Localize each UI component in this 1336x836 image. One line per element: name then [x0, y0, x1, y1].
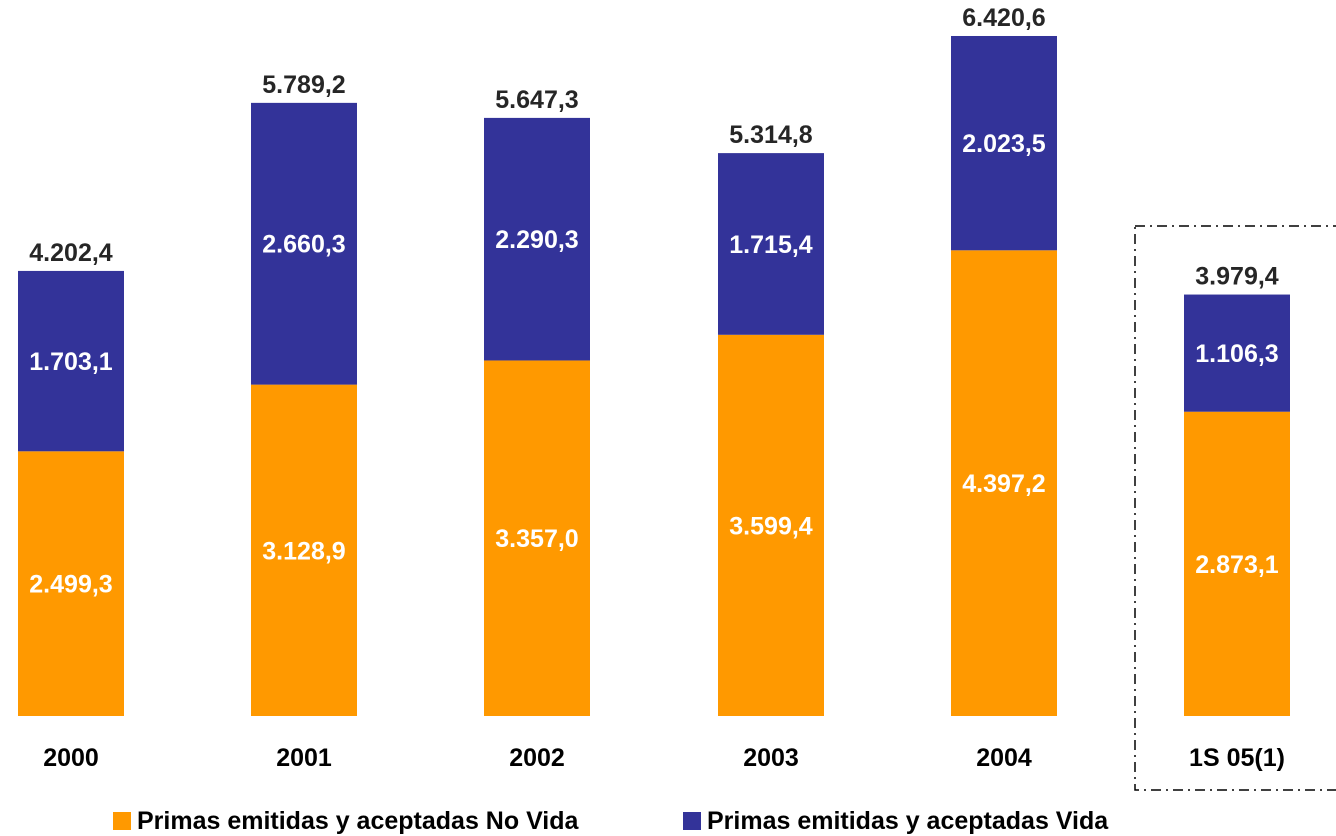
bar-2001-no-vida — [251, 384, 357, 716]
legend: Primas emitidas y aceptadas No Vida Prima… — [113, 807, 1109, 835]
legend-swatch-no-vida — [113, 812, 131, 830]
total-label-2000: 4.202,4 — [29, 239, 113, 267]
category-label-2001: 2001 — [276, 744, 332, 772]
segment-label-2000-no-vida: 2.499,3 — [29, 571, 112, 599]
category-label-2002: 2002 — [509, 744, 565, 772]
total-label-2003: 5.314,8 — [729, 121, 813, 149]
total-label-1s-05-1: 3.979,4 — [1195, 263, 1279, 291]
segment-label-2003-no-vida: 3.599,4 — [729, 512, 813, 540]
labels-layer: 2.499,3 1.703,1 4.202,4 2000 3.128,9 2.660,3 5… — [29, 4, 1285, 772]
segment-label-2004-no-vida: 4.397,2 — [962, 470, 1045, 498]
total-label-2001: 5.789,2 — [262, 71, 345, 99]
segment-label-2002-vida: 2.290,3 — [495, 226, 578, 254]
category-label-2000: 2000 — [43, 744, 99, 772]
total-label-2002: 5.647,3 — [495, 86, 578, 114]
bar-2000-vida — [18, 270, 124, 452]
legend-swatch-vida — [683, 812, 701, 830]
segment-label-2001-no-vida: 3.128,9 — [262, 537, 345, 565]
legend-label-no-vida: Primas emitidas y aceptadas No Vida — [137, 807, 580, 835]
category-label-2004: 2004 — [976, 744, 1032, 772]
bars-layer — [18, 35, 1336, 791]
bar-2002-vida — [484, 117, 590, 361]
bar-2001-vida — [251, 102, 357, 385]
highlight-box — [1134, 225, 1336, 791]
segment-label-2004-vida: 2.023,5 — [962, 130, 1046, 158]
segment-label-2003-vida: 1.715,4 — [729, 231, 813, 259]
segment-label-2002-no-vida: 3.357,0 — [495, 525, 578, 553]
bar-2002-no-vida — [484, 360, 590, 716]
bar-2000-no-vida — [18, 451, 124, 716]
segment-label-2001-vida: 2.660,3 — [262, 231, 345, 259]
segment-label-1s-05-1-no-vida: 2.873,1 — [1195, 551, 1279, 579]
bar-2004-no-vida — [951, 250, 1057, 716]
bar-2003-vida — [718, 153, 824, 335]
category-label-2003: 2003 — [743, 744, 799, 772]
segment-label-1s-05-1-vida: 1.106,3 — [1195, 340, 1278, 368]
bar-1s-05-1-vida — [1184, 294, 1290, 412]
category-label-1s-05-1: 1S 05(1) — [1189, 744, 1285, 772]
legend-label-vida: Primas emitidas y aceptadas Vida — [707, 807, 1109, 835]
bar-2003-no-vida — [718, 334, 824, 716]
bar-1s-05-1-no-vida — [1184, 411, 1290, 716]
total-label-2004: 6.420,6 — [962, 4, 1045, 32]
bar-2004-vida — [951, 35, 1057, 251]
segment-label-2000-vida: 1.703,1 — [29, 348, 113, 376]
